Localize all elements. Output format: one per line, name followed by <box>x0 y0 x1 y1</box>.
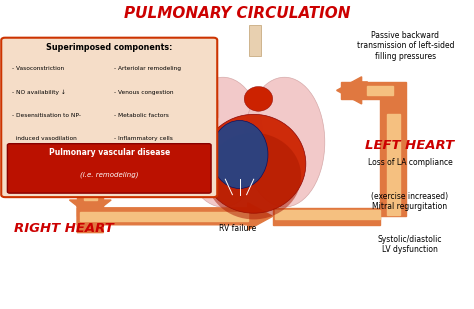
Bar <box>367 86 393 95</box>
Ellipse shape <box>244 87 273 111</box>
Text: - Desensitisation to NP-: - Desensitisation to NP- <box>12 113 81 118</box>
Ellipse shape <box>201 114 306 213</box>
Text: LEFT HEART: LEFT HEART <box>365 139 455 152</box>
Bar <box>77 100 218 117</box>
Polygon shape <box>77 203 273 230</box>
Text: (exercise increased)
Mitral regurgitation: (exercise increased) Mitral regurgitatio… <box>372 192 448 211</box>
FancyBboxPatch shape <box>8 144 211 193</box>
FancyBboxPatch shape <box>1 38 217 197</box>
Bar <box>84 109 212 117</box>
Ellipse shape <box>244 77 325 207</box>
Text: (i.e. remodeling): (i.e. remodeling) <box>80 171 138 178</box>
Bar <box>249 25 261 56</box>
Bar <box>341 82 407 99</box>
Text: Loss of LA compliance: Loss of LA compliance <box>368 158 452 167</box>
Text: Systolic/diastolic
LV dysfunction: Systolic/diastolic LV dysfunction <box>378 235 442 254</box>
Text: - Inflammatory cells: - Inflammatory cells <box>114 136 173 141</box>
Text: Superimposed components:: Superimposed components: <box>46 43 173 52</box>
Text: RV failure: RV failure <box>219 224 256 233</box>
Text: Pulmonary vascular disease: Pulmonary vascular disease <box>49 148 170 157</box>
Bar <box>84 117 97 200</box>
Bar <box>77 117 103 216</box>
Ellipse shape <box>182 77 263 207</box>
Ellipse shape <box>206 133 301 219</box>
Polygon shape <box>70 200 111 233</box>
Text: RIGHT HEART: RIGHT HEART <box>14 222 114 235</box>
Text: - Metabolic factors: - Metabolic factors <box>114 113 169 118</box>
Text: - Venous congestion: - Venous congestion <box>114 90 173 95</box>
Bar <box>387 114 400 215</box>
Text: Passive backward
transmission of left-sided
filling pressures: Passive backward transmission of left-si… <box>356 31 454 61</box>
Text: PULMONARY CIRCULATION: PULMONARY CIRCULATION <box>124 6 350 21</box>
Bar <box>273 208 381 225</box>
Polygon shape <box>337 77 367 104</box>
Text: induced vasodilation: induced vasodilation <box>12 136 77 141</box>
Ellipse shape <box>211 121 268 188</box>
Bar <box>80 212 247 221</box>
Text: - NO availability ↓: - NO availability ↓ <box>12 90 66 95</box>
Bar <box>381 99 407 216</box>
Text: - Vasoconstriction: - Vasoconstriction <box>12 66 64 71</box>
Bar <box>275 210 381 219</box>
Text: - Arteriolar remodeling: - Arteriolar remodeling <box>114 66 181 71</box>
